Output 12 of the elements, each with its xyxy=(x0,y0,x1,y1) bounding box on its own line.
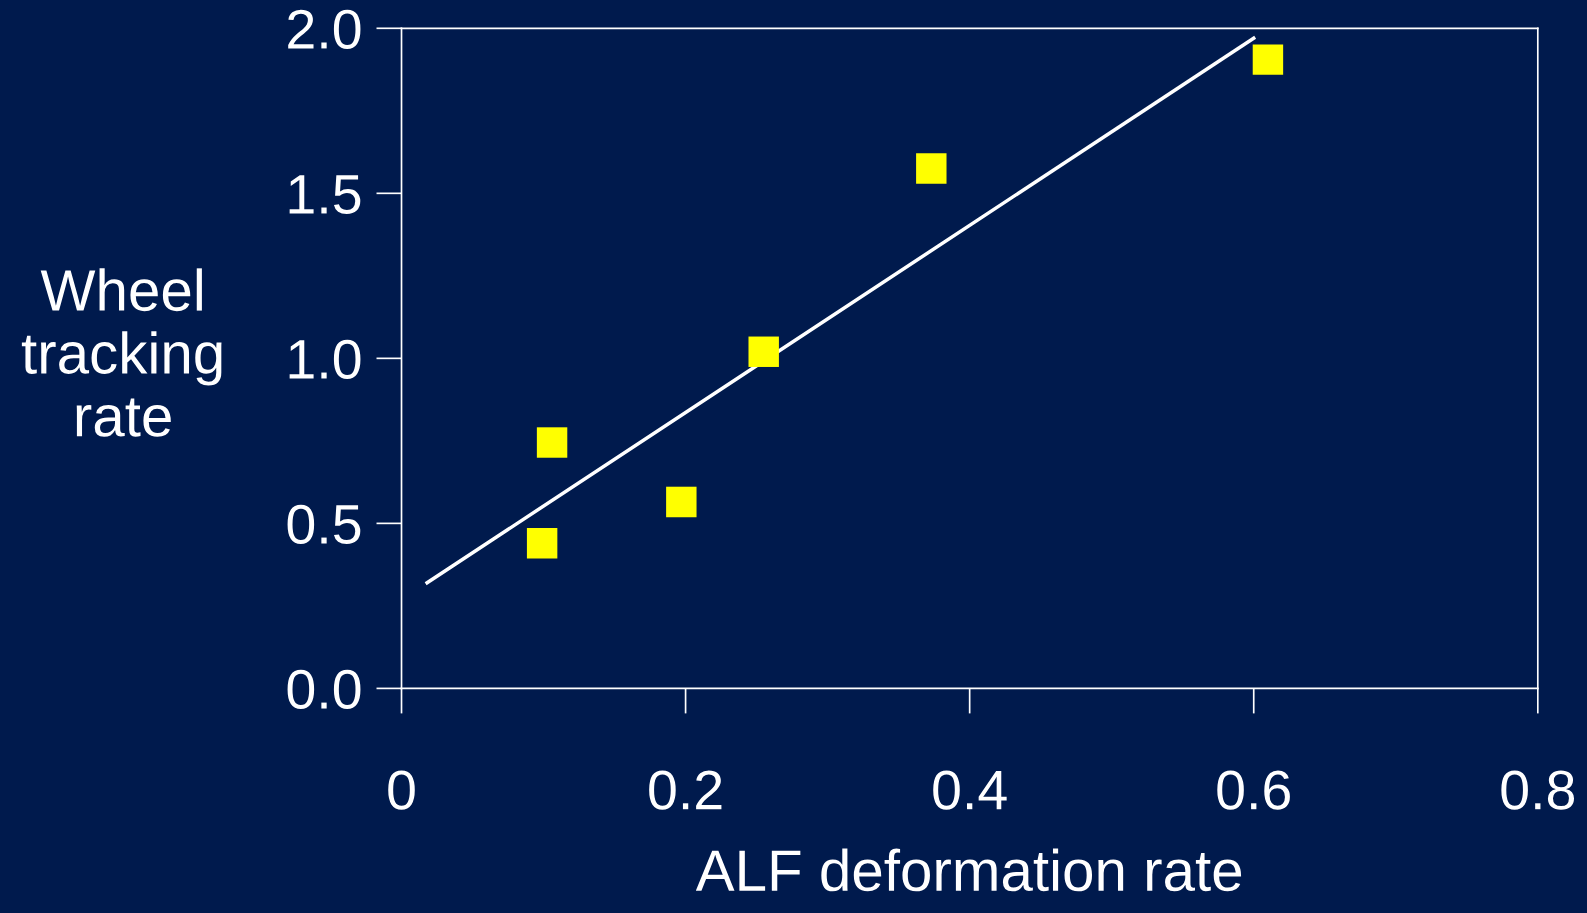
y-tick-label: 0.5 xyxy=(287,504,361,545)
x-tick-label: 0.6 xyxy=(1217,770,1290,810)
y-tick-label: 1.0 xyxy=(289,339,361,380)
y-tick-label: 0.0 xyxy=(287,669,361,710)
x-tick-label: 0.2 xyxy=(649,770,722,810)
x-tick-label: 0.4 xyxy=(933,770,1007,810)
x-axis-title: ALF deformation rate xyxy=(695,848,1242,892)
x-tick-label: 0.8 xyxy=(1501,770,1575,810)
y-axis-title: Wheel tracking rate xyxy=(21,268,222,437)
y-tick-label: 2.0 xyxy=(288,9,361,49)
y-tick-label: 1.5 xyxy=(289,175,361,214)
x-tick-label: 0 xyxy=(388,770,415,810)
